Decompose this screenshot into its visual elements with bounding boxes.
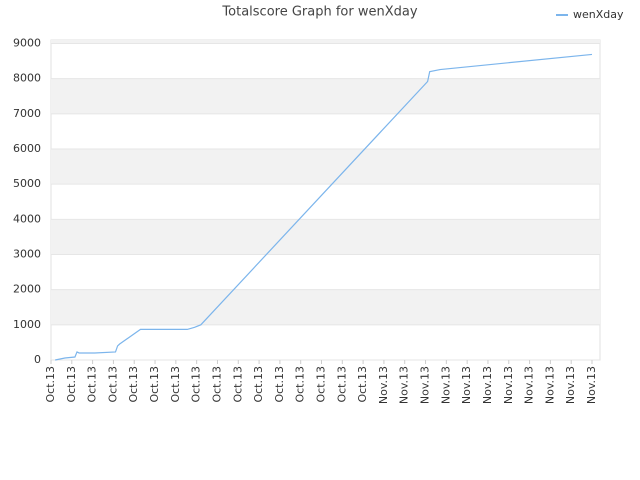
y-tick-label: 5000 — [13, 177, 41, 190]
x-tick-label: Oct.13 — [44, 366, 57, 403]
x-tick-label: Nov.13 — [377, 366, 390, 404]
grid-band — [51, 40, 600, 44]
x-tick-label: Nov.13 — [439, 366, 452, 404]
x-tick-label: Oct.13 — [315, 366, 328, 403]
y-tick-label: 9000 — [13, 37, 41, 50]
y-tick-label: 6000 — [13, 142, 41, 155]
y-tick-label: 7000 — [13, 107, 41, 120]
y-tick-label: 2000 — [13, 283, 41, 296]
x-tick-label: Oct.13 — [106, 366, 119, 403]
x-tick-label: Nov.13 — [398, 366, 411, 404]
y-tick-label: 4000 — [13, 212, 41, 225]
y-tick-label: 0 — [34, 353, 41, 366]
y-tick-label: 3000 — [13, 248, 41, 261]
x-tick-label: Nov.13 — [460, 366, 473, 404]
line — [55, 53, 593, 361]
y-tick-label: 8000 — [13, 72, 41, 85]
chart-title: Totalscore Graph for wenXday — [221, 5, 417, 20]
grid-band — [51, 289, 600, 325]
x-tick-label: Oct.13 — [294, 366, 307, 403]
x-tick-label: Oct.13 — [231, 366, 244, 403]
x-tick-label: Oct.13 — [356, 366, 369, 403]
legend-label: wenXday — [573, 8, 624, 21]
grid-band — [51, 149, 600, 185]
y-tick-label: 1000 — [13, 318, 41, 331]
x-tick-label: Oct.13 — [65, 366, 78, 403]
x-tick-label: Nov.13 — [502, 366, 515, 404]
x-tick-label: Nov.13 — [585, 366, 598, 404]
x-tick-label: Nov.13 — [543, 366, 556, 404]
x-tick-label: Nov.13 — [523, 366, 536, 404]
x-tick-label: Oct.13 — [86, 366, 99, 403]
x-tick-label: Oct.13 — [148, 366, 161, 403]
grid-band — [51, 78, 600, 114]
x-tick-label: Nov.13 — [419, 366, 432, 404]
x-tick-label: Oct.13 — [335, 366, 348, 403]
x-tick-label: Oct.13 — [252, 366, 265, 403]
x-tick-label: Oct.13 — [273, 366, 286, 403]
x-tick-label: Oct.13 — [190, 366, 203, 403]
x-tick-label: Nov.13 — [564, 366, 577, 404]
grid-band — [51, 219, 600, 255]
x-tick-label: Nov.13 — [481, 366, 494, 404]
x-tick-label: Oct.13 — [127, 366, 140, 403]
x-tick-label: Oct.13 — [169, 366, 182, 403]
x-tick-label: Oct.13 — [210, 366, 223, 403]
